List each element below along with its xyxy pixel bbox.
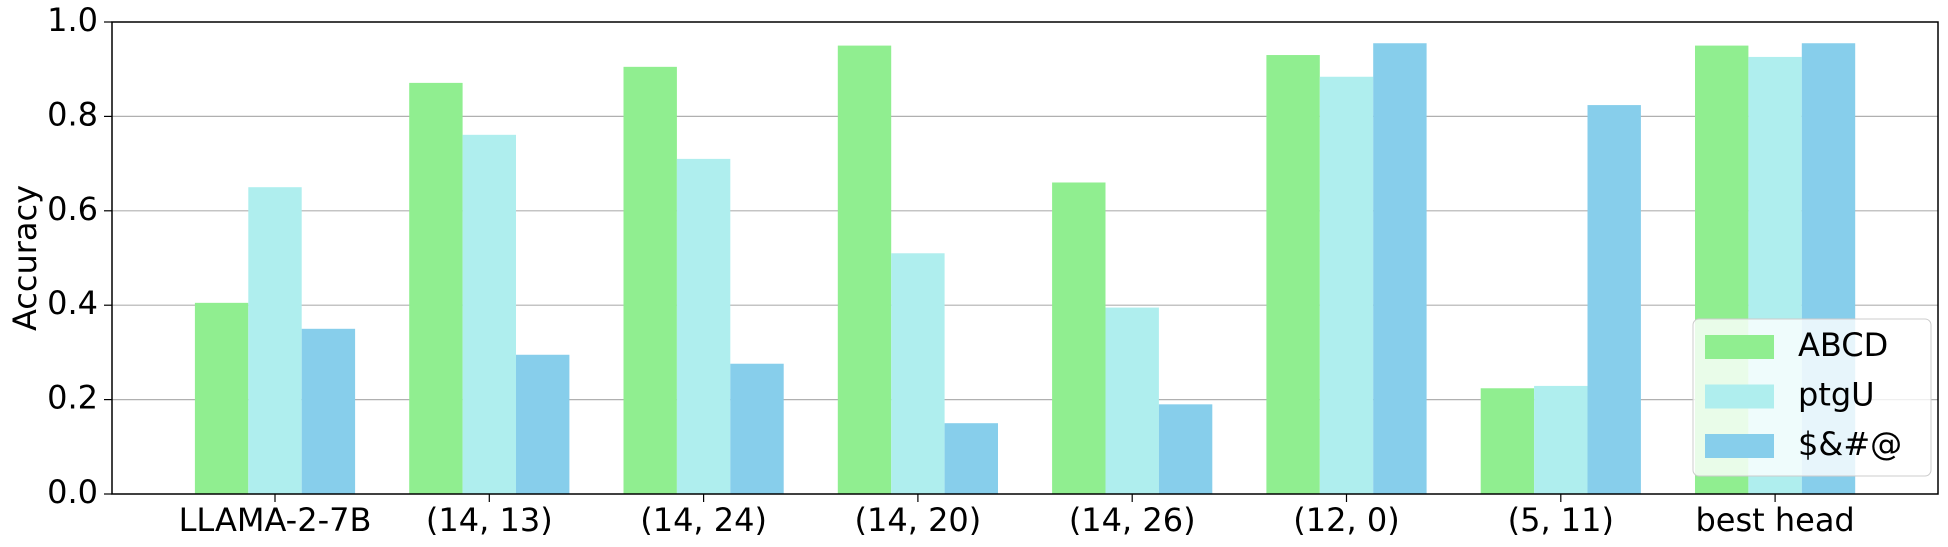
bar: [1158, 404, 1213, 494]
bar: [837, 45, 892, 494]
bar: [730, 363, 784, 494]
y-tick-label: 0.6: [47, 190, 98, 228]
legend-swatch: [1705, 335, 1774, 359]
bar: [891, 253, 945, 494]
x-tick-label: best head: [1695, 501, 1854, 539]
y-tick-label: 0.2: [47, 379, 98, 417]
legend: ABCD ptgU $&#@: [1692, 318, 1932, 477]
bar: [301, 328, 356, 494]
x-tick-label: (14, 24): [640, 501, 767, 539]
bar: [516, 354, 570, 494]
legend-swatch: [1705, 384, 1774, 409]
y-tick-label: 0.8: [47, 95, 98, 133]
bar: [194, 302, 249, 494]
legend-swatch: [1705, 434, 1774, 458]
bar: [1373, 43, 1427, 495]
x-tick-label: (14, 13): [426, 501, 553, 539]
legend-label: ptgU: [1798, 376, 1875, 414]
plot-frame: [111, 21, 1939, 495]
bar: [1105, 307, 1159, 494]
x-tick-label: (5, 11): [1508, 501, 1614, 539]
bar: [1266, 55, 1320, 494]
x-tick-label: LLAMA-2-7B: [179, 501, 372, 539]
bar: [248, 187, 302, 494]
y-axis-label: Accuracy: [6, 185, 44, 331]
bar: [1587, 105, 1641, 495]
bar: [1052, 182, 1106, 495]
bar: [944, 423, 998, 494]
bar: [1534, 385, 1588, 494]
y-tick-label: 1.0: [47, 1, 98, 39]
bar: [462, 134, 516, 495]
x-tick-label: (14, 20): [855, 501, 982, 539]
y-tick-label: 0.4: [47, 284, 98, 322]
bar: [623, 66, 677, 494]
y-tick-label: 0.0: [47, 473, 98, 511]
x-tick-label: (14, 26): [1069, 501, 1196, 539]
bar: [1319, 76, 1374, 494]
bar: [409, 82, 463, 494]
bar: [1480, 388, 1535, 494]
legend-label: $&#@: [1798, 425, 1902, 463]
x-tick-label: (12, 0): [1293, 501, 1399, 539]
bar: [676, 158, 731, 494]
legend-label: ABCD: [1798, 326, 1888, 364]
